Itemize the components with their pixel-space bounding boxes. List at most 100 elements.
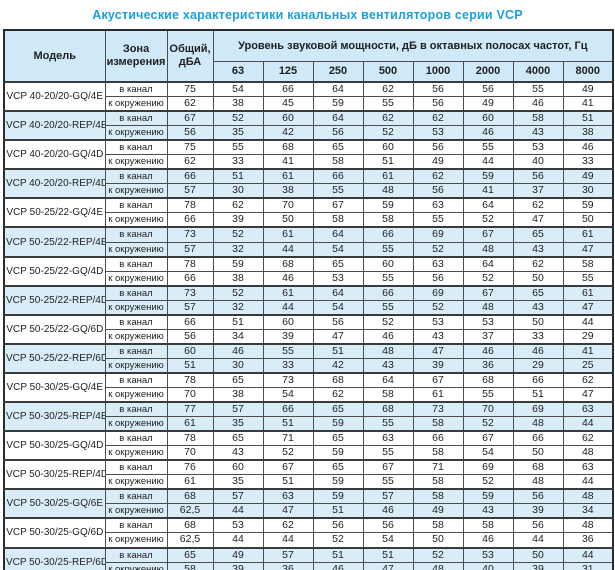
band-value: 64 bbox=[312, 81, 364, 98]
band-value: 43 bbox=[212, 445, 264, 461]
band-value: 49 bbox=[212, 546, 264, 563]
band-value: 31 bbox=[562, 561, 614, 570]
band-value: 58 bbox=[412, 445, 464, 461]
model-name: VCP 50-30/25-REP/4D bbox=[3, 459, 106, 490]
total-dba-value: 73 bbox=[166, 284, 214, 301]
band-value: 66 bbox=[262, 401, 314, 418]
band-value: 64 bbox=[462, 197, 514, 214]
band-value: 48 bbox=[362, 342, 414, 359]
band-value: 39 bbox=[262, 328, 314, 345]
zone-label: к окружению bbox=[104, 416, 168, 432]
band-value: 66 bbox=[512, 430, 564, 447]
band-value: 52 bbox=[462, 212, 514, 228]
table-row: VCP 40-20/20-REP/4D в канал 66 51 61 66 61 62 59… bbox=[3, 168, 614, 199]
band-value: 46 bbox=[512, 342, 564, 359]
band-value: 55 bbox=[362, 270, 414, 287]
band-value: 66 bbox=[512, 371, 564, 388]
band-value: 55 bbox=[362, 445, 414, 461]
band-value: 47 bbox=[312, 328, 364, 345]
band-value: 37 bbox=[462, 328, 514, 345]
table-row: к окружению 51 30 33 42 43 39 36 29 25 bbox=[4, 357, 614, 374]
total-dba-value: 60 bbox=[166, 342, 214, 359]
band-value: 48 bbox=[362, 183, 414, 199]
band-value: 61 bbox=[262, 226, 314, 243]
band-value: 48 bbox=[512, 416, 564, 432]
acoustic-characteristics-table: Модель Зона измерения Общий, дБА Уровень… bbox=[3, 29, 615, 570]
zone-label: к окружению bbox=[104, 125, 168, 141]
model-name: VCP 40-20/20-GQ/4E bbox=[3, 80, 106, 112]
model-name: VCP 40-20/20-REP/4E bbox=[3, 110, 106, 141]
band-value: 48 bbox=[462, 299, 514, 316]
column-header-frequency: 1000 bbox=[412, 61, 464, 83]
band-value: 69 bbox=[412, 284, 464, 301]
band-value: 46 bbox=[562, 139, 614, 156]
band-value: 38 bbox=[562, 125, 614, 141]
band-value: 44 bbox=[262, 241, 314, 258]
band-value: 59 bbox=[562, 197, 614, 214]
band-value: 62 bbox=[562, 430, 614, 447]
column-header-frequency: 2000 bbox=[462, 61, 514, 83]
table-row: к окружению 70 38 54 62 58 61 55 51 47 bbox=[4, 386, 614, 403]
band-value: 43 bbox=[362, 357, 414, 374]
band-value: 61 bbox=[562, 226, 614, 243]
band-value: 66 bbox=[312, 168, 364, 185]
band-value: 59 bbox=[212, 255, 264, 272]
zone-label: к окружению bbox=[104, 154, 168, 170]
zone-label: в канал bbox=[104, 226, 168, 243]
band-value: 36 bbox=[462, 357, 514, 374]
band-value: 67 bbox=[262, 459, 314, 476]
column-header-zone: Зона измерения bbox=[104, 29, 168, 83]
band-value: 35 bbox=[212, 416, 264, 432]
band-value: 44 bbox=[262, 532, 314, 548]
total-dba-value: 58 bbox=[166, 561, 214, 570]
table-row: VCP 40-20/20-GQ/4D в канал 75 55 68 65 60 56 55 5… bbox=[3, 139, 614, 170]
band-value: 52 bbox=[412, 241, 464, 258]
band-value: 49 bbox=[412, 154, 464, 170]
zone-label: в канал bbox=[104, 371, 168, 388]
band-value: 48 bbox=[562, 488, 614, 505]
zone-label: к окружению bbox=[104, 532, 168, 548]
band-value: 55 bbox=[362, 96, 414, 112]
band-value: 32 bbox=[212, 299, 264, 316]
band-value: 47 bbox=[412, 342, 464, 359]
band-value: 65 bbox=[312, 459, 364, 476]
zone-label: в канал bbox=[104, 546, 168, 563]
band-value: 56 bbox=[412, 183, 464, 199]
band-value: 68 bbox=[262, 139, 314, 156]
band-value: 49 bbox=[562, 81, 614, 98]
model-name: VCP 40-20/20-GQ/4D bbox=[3, 139, 106, 170]
band-value: 48 bbox=[562, 517, 614, 534]
zone-label: к окружению bbox=[104, 270, 168, 287]
table-row: к окружению 57 32 44 54 55 52 48 43 47 bbox=[4, 299, 614, 316]
zone-label: в канал bbox=[104, 284, 168, 301]
band-value: 63 bbox=[412, 197, 464, 214]
model-name: VCP 50-30/25-GQ/6D bbox=[3, 517, 106, 549]
band-value: 60 bbox=[212, 459, 264, 476]
band-value: 33 bbox=[212, 154, 264, 170]
band-value: 62 bbox=[362, 81, 414, 98]
column-header-frequency: 500 bbox=[362, 61, 414, 83]
zone-label: в канал bbox=[104, 488, 168, 505]
band-value: 29 bbox=[562, 328, 614, 345]
band-value: 56 bbox=[512, 517, 564, 534]
band-value: 52 bbox=[412, 546, 464, 563]
total-dba-value: 57 bbox=[166, 241, 214, 258]
band-value: 38 bbox=[212, 270, 264, 287]
band-value: 56 bbox=[312, 125, 364, 141]
band-value: 59 bbox=[312, 96, 364, 112]
model-name: VCP 50-25/22-REP/4E bbox=[3, 226, 106, 258]
band-value: 51 bbox=[362, 546, 414, 563]
table-row: VCP 50-30/25-REP/6D в канал 65 49 57 51 51 52 53… bbox=[3, 546, 614, 570]
band-value: 48 bbox=[562, 445, 614, 461]
band-value: 68 bbox=[512, 459, 564, 476]
column-header-frequency: 8000 bbox=[562, 61, 614, 83]
table-row: VCP 50-25/22-GQ/6D в канал 66 51 60 56 52 53 53 5… bbox=[3, 313, 614, 345]
table-row: VCP 40-20/20-GQ/4E в канал 75 54 66 64 62 56 56 5… bbox=[3, 80, 614, 112]
band-value: 60 bbox=[262, 313, 314, 330]
zone-label: в канал bbox=[104, 110, 168, 127]
table-row: к окружению 62 33 41 58 51 49 44 40 33 bbox=[4, 154, 614, 170]
band-value: 59 bbox=[312, 474, 364, 490]
band-value: 61 bbox=[262, 168, 314, 185]
total-dba-value: 68 bbox=[166, 488, 214, 505]
band-value: 67 bbox=[462, 430, 514, 447]
